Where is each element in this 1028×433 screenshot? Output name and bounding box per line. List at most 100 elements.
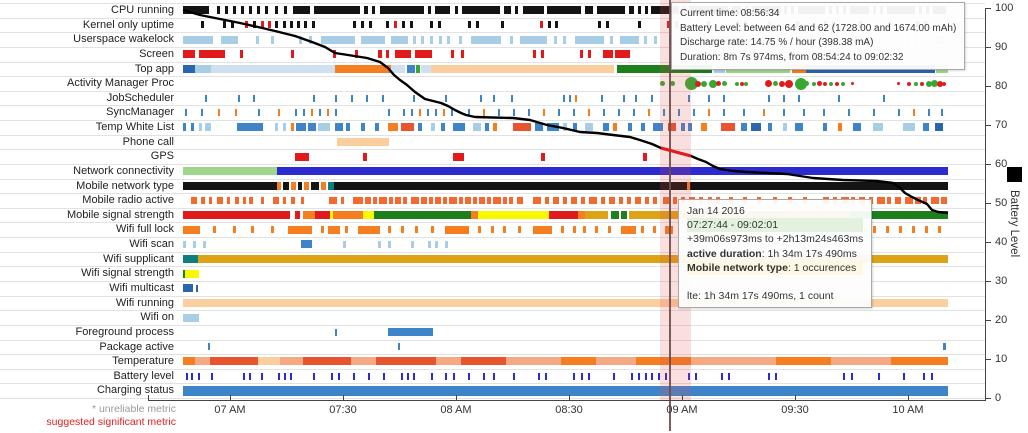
timeline-segment[interactable] [427, 109, 429, 117]
timeline-segment[interactable] [509, 197, 513, 204]
timeline-segment[interactable] [351, 357, 376, 366]
timeline-segment[interactable] [775, 372, 777, 380]
timeline-segment[interactable] [183, 357, 195, 366]
timeline-segment[interactable] [364, 6, 368, 15]
timeline-segment[interactable] [249, 6, 252, 15]
timeline-segment[interactable] [415, 226, 418, 234]
timeline-segment[interactable] [471, 35, 501, 44]
timeline-segment[interactable] [611, 211, 619, 220]
timeline-segment[interactable] [653, 226, 656, 234]
timeline-segment[interactable] [213, 226, 216, 234]
timeline-segment[interactable] [195, 357, 210, 366]
timeline-segment[interactable] [312, 21, 315, 29]
timeline-segment[interactable] [301, 197, 304, 204]
timeline-segment[interactable] [493, 372, 495, 380]
timeline-segment[interactable] [198, 372, 200, 380]
timeline-segment[interactable] [615, 50, 630, 59]
timeline-segment[interactable] [445, 94, 447, 102]
timeline-segment[interactable] [548, 21, 551, 29]
timeline-segment[interactable] [645, 372, 647, 380]
timeline-segment[interactable] [268, 21, 271, 29]
timeline-segment[interactable] [275, 123, 278, 132]
timeline-segment[interactable] [651, 94, 653, 102]
timeline-segment[interactable] [335, 123, 343, 132]
timeline-segment[interactable] [741, 123, 747, 132]
timeline-segment[interactable] [641, 123, 645, 132]
timeline-segment[interactable] [258, 357, 280, 366]
timeline-segment[interactable] [199, 50, 225, 59]
timeline-segment[interactable] [303, 211, 315, 220]
timeline-segment[interactable] [415, 50, 432, 59]
timeline-segment[interactable] [563, 197, 567, 204]
timeline-segment[interactable] [261, 197, 264, 204]
timeline-segment[interactable] [343, 240, 346, 248]
timeline-segment[interactable] [195, 64, 211, 73]
event-dot[interactable] [823, 81, 827, 86]
timeline-segment[interactable] [493, 94, 495, 102]
event-dot[interactable] [804, 81, 809, 86]
timeline-segment[interactable] [823, 123, 827, 132]
timeline-segment[interactable] [798, 94, 800, 102]
timeline-segment[interactable] [583, 226, 586, 234]
timeline-segment[interactable] [654, 35, 657, 44]
timeline-segment[interactable] [931, 372, 933, 380]
timeline-segment[interactable] [271, 226, 274, 234]
event-dot[interactable] [841, 81, 845, 86]
timeline-segment[interactable] [278, 372, 280, 380]
timeline-segment[interactable] [873, 226, 876, 234]
timeline-segment[interactable] [391, 64, 405, 73]
timeline-segment[interactable] [547, 6, 581, 15]
timeline-segment[interactable] [461, 50, 464, 59]
timeline-segment[interactable] [883, 94, 885, 102]
timeline-segment[interactable] [237, 123, 263, 132]
timeline-segment[interactable] [431, 226, 434, 234]
timeline-segment[interactable] [569, 94, 571, 102]
timeline-segment[interactable] [513, 372, 515, 380]
timeline-segment[interactable] [203, 240, 206, 248]
timeline-segment[interactable] [382, 94, 384, 102]
timeline-segment[interactable] [311, 181, 319, 190]
timeline-segment[interactable] [290, 21, 293, 29]
timeline-segment[interactable] [923, 372, 925, 380]
timeline-segment[interactable] [402, 21, 405, 29]
timeline-segment[interactable] [913, 109, 915, 117]
timeline-segment[interactable] [515, 6, 518, 15]
timeline-segment[interactable] [283, 181, 289, 190]
timeline-segment[interactable] [838, 94, 840, 102]
timeline-segment[interactable] [430, 21, 433, 29]
timeline-segment[interactable] [518, 226, 521, 234]
timeline-segment[interactable] [296, 123, 306, 132]
timeline-segment[interactable] [543, 109, 545, 117]
timeline-segment[interactable] [596, 357, 636, 366]
event-dot[interactable] [942, 81, 946, 86]
timeline-segment[interactable] [217, 6, 220, 15]
timeline-segment[interactable] [353, 197, 363, 204]
timeline-segment[interactable] [231, 21, 234, 29]
timeline-segment[interactable] [453, 372, 455, 380]
timeline-segment[interactable] [378, 50, 382, 59]
timeline-segment[interactable] [183, 6, 209, 15]
timeline-segment[interactable] [261, 21, 264, 29]
timeline-segment[interactable] [431, 64, 614, 73]
timeline-segment[interactable] [295, 211, 300, 220]
timeline-segment[interactable] [211, 372, 213, 380]
timeline-segment[interactable] [588, 109, 590, 117]
timeline-segment[interactable] [196, 284, 198, 292]
timeline-segment[interactable] [421, 64, 431, 73]
timeline-segment[interactable] [618, 109, 620, 117]
timeline-segment[interactable] [378, 240, 381, 248]
timeline-segment[interactable] [373, 197, 377, 204]
timeline-segment[interactable] [603, 50, 613, 59]
timeline-segment[interactable] [644, 35, 647, 44]
timeline-segment[interactable] [335, 64, 391, 73]
event-dot[interactable] [829, 81, 833, 86]
timeline-segment[interactable] [223, 21, 226, 29]
timeline-segment[interactable] [321, 35, 355, 44]
timeline-segment[interactable] [589, 197, 597, 204]
timeline-segment[interactable] [493, 123, 497, 132]
timeline-segment[interactable] [321, 226, 324, 234]
timeline-segment[interactable] [395, 50, 411, 59]
event-dot[interactable] [835, 81, 839, 86]
timeline-segment[interactable] [313, 94, 315, 102]
timeline-segment[interactable] [573, 109, 575, 117]
